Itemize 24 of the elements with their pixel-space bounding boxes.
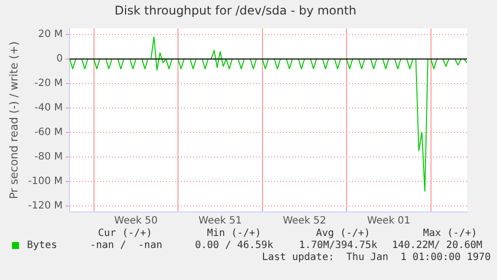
- chart-title: Disk throughput for /dev/sda - by month: [114, 3, 356, 18]
- x-tick-label: Week 50: [114, 216, 158, 227]
- text: Min (-/+): [207, 228, 262, 239]
- x-tick-label: Week 51: [198, 216, 242, 227]
- y-tick-label: -60 M: [34, 127, 63, 138]
- x-tick-label: Week 01: [367, 216, 410, 227]
- x-tick-label: Week 52: [282, 216, 326, 227]
- text: 140.22M/ 20.60M: [392, 240, 482, 251]
- text: 0.00 / 46.59k: [195, 240, 274, 251]
- y-axis-title: Pr second read (-) / write (+): [7, 41, 20, 200]
- text: Max (-/+): [423, 228, 478, 239]
- text: 1.70M/394.75k: [299, 240, 378, 251]
- y-tick-label: 0: [56, 54, 63, 65]
- y-tick-label: -40 M: [34, 102, 63, 114]
- y-tick-label: 20 M: [38, 29, 63, 40]
- y-tick-label: -80 M: [34, 152, 63, 163]
- y-tick-label: -120 M: [28, 200, 63, 212]
- text: Last update: Thu Jan 1 01:00:00 1970: [262, 252, 491, 263]
- text: -nan / -nan: [90, 240, 162, 251]
- y-tick-label: -100 M: [28, 176, 63, 187]
- legend-label: Bytes: [27, 240, 58, 251]
- text: Cur (-/+): [98, 228, 152, 239]
- y-tick-label: -20 M: [34, 78, 63, 90]
- text: Avg (-/+): [316, 228, 370, 239]
